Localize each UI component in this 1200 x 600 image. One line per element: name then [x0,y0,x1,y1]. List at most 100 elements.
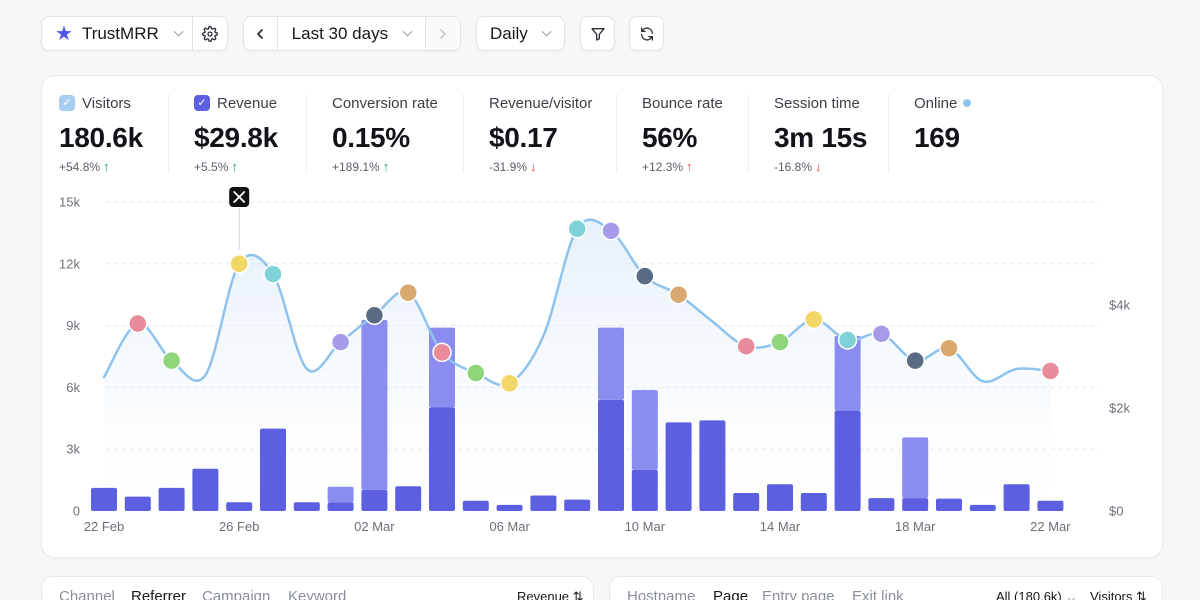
revenue-bar-extra [429,327,455,408]
gear-icon [202,25,218,42]
revenue-bar [868,498,895,511]
revenue-bar [699,420,726,511]
revenue-bar [192,468,219,511]
avatar-icon [432,342,452,363]
y2-axis-tick-label: $0 [1109,504,1123,519]
traffic-revenue-chart[interactable]: 15k 12k 9k 6k 3k 0 $4k $2k $0 22 Feb 26 Feb 02 Mar 0… [42,76,1162,557]
divider [306,94,307,172]
period-dropdown[interactable]: Last 30 days [278,17,427,50]
avatar-icon [398,282,418,303]
divider [888,94,889,172]
revenue-bar [564,499,591,511]
avatar-icon [128,313,148,334]
revenue-bar [327,502,354,511]
avatar-icon [263,264,283,284]
sort-visitors-button[interactable]: Visitors ⇅ [1090,589,1147,600]
filter-dropdown[interactable]: All (180.6k) [996,589,1076,600]
metric-online: Online 169 [914,94,972,154]
y2-axis-tick-label: $2k [1109,401,1130,416]
metric-value: 0.15% [332,122,410,153]
avatar-icon [837,330,858,350]
metric-visitors[interactable]: ✓ Visitors 180.6k +54.8% ↑ [59,94,143,174]
next-period-button[interactable] [426,17,460,50]
tab-referrer[interactable]: Referrer [131,588,187,600]
site-name: TrustMRR [81,23,159,43]
metric-label: Revenue [217,94,278,112]
metric-label: Session time [774,94,860,112]
tab-channel[interactable]: Channel [59,588,115,600]
tab-page[interactable]: Page [713,588,749,600]
arrow-up-icon: ↑ [231,159,238,174]
revenue-bar [293,502,320,511]
avatar-icon [364,305,385,326]
metric-revenue-per-visitor[interactable]: Revenue/visitor $0.17 -31.9% ↓ [489,94,592,175]
revenue-bar [361,489,388,511]
tab-keyword[interactable]: Keyword [288,588,347,600]
tab-entry-page[interactable]: Entry page [762,588,835,600]
live-dot-icon [963,99,972,107]
avatar-icon [905,350,925,371]
metric-revenue[interactable]: ✓ Revenue $29.8k +5.5% ↑ [194,94,278,174]
revenue-bar [1003,484,1030,511]
star-icon: ★ [55,22,73,45]
avatar-icon [804,309,824,330]
analytics-card: ✓ Visitors 180.6k +54.8% ↑ ✓ Revenue $29.8k… [41,75,1163,558]
revenue-bar-extra [361,319,388,490]
checkbox-icon[interactable]: ✓ [59,95,75,111]
interval-dropdown[interactable]: Daily [476,16,565,51]
checkbox-icon[interactable]: ✓ [194,95,210,111]
avatar-icon [499,373,520,394]
y2-axis-tick-label: $4k [1109,298,1130,313]
metric-session-time[interactable]: Session time 3m 15s -16.8% ↓ [774,94,867,175]
revenue-bar [395,486,422,511]
filter-icon [590,27,605,41]
tab-hostname[interactable]: Hostname [627,588,696,600]
visitors-area [104,219,1051,512]
chevron-down-icon [1068,594,1076,600]
metric-delta: -31.9% [489,160,528,174]
refresh-icon [640,26,653,41]
x-axis-tick-label: 02 Mar [354,519,395,534]
metric-value: $0.17 [489,122,558,153]
avatar-icon [229,254,249,274]
revenue-bar [969,504,996,511]
x-axis-tick-label: 26 Feb [219,519,259,534]
avatar-icon [1040,361,1061,381]
revenue-bar [158,487,185,511]
metric-delta: +189.1% [332,160,380,174]
filter-button[interactable] [580,16,615,51]
metric-value: 56% [642,122,698,153]
pages-panel: Hostname Page Entry page Exit link All (… [609,576,1163,600]
avatar-icon [601,221,621,241]
y-axis-tick-label: 3k [66,442,80,457]
revenue-bar-extra [631,389,658,470]
revenue-bar [733,492,760,511]
metric-label: Bounce rate [642,94,723,112]
y-axis-tick-label: 15k [59,195,80,210]
metric-label: Visitors [82,94,131,112]
metric-conversion-rate[interactable]: Conversion rate 0.15% +189.1% ↑ [332,94,438,175]
revenue-bar [665,422,692,511]
sort-revenue-button[interactable]: Revenue ⇅ [517,589,584,600]
avatar-icon [770,332,790,352]
arrow-up-icon: ↑ [382,159,390,174]
revenue-bar [902,498,929,511]
chevron-down-icon [173,26,184,37]
revenue-bar [834,410,861,511]
metric-bounce-rate[interactable]: Bounce rate 56% +12.3% ↑ [642,94,723,175]
refresh-button[interactable] [629,16,664,51]
revenue-bar [496,504,523,511]
revenue-bar [462,500,489,511]
divider [463,94,464,172]
arrow-down-icon: ↓ [815,159,822,174]
tab-exit-link[interactable]: Exit link [852,588,904,600]
tab-campaign[interactable]: Campaign [202,588,271,600]
period-selector: Last 30 days [243,16,461,51]
avatar-icon [871,324,892,344]
y-axis-tick-label: 0 [73,504,80,519]
previous-period-button[interactable] [244,17,278,50]
y-axis-tick-label: 12k [59,256,80,271]
divider [748,94,749,172]
site-selector[interactable]: ★ TrustMRR [41,16,193,51]
settings-button[interactable] [193,16,228,51]
